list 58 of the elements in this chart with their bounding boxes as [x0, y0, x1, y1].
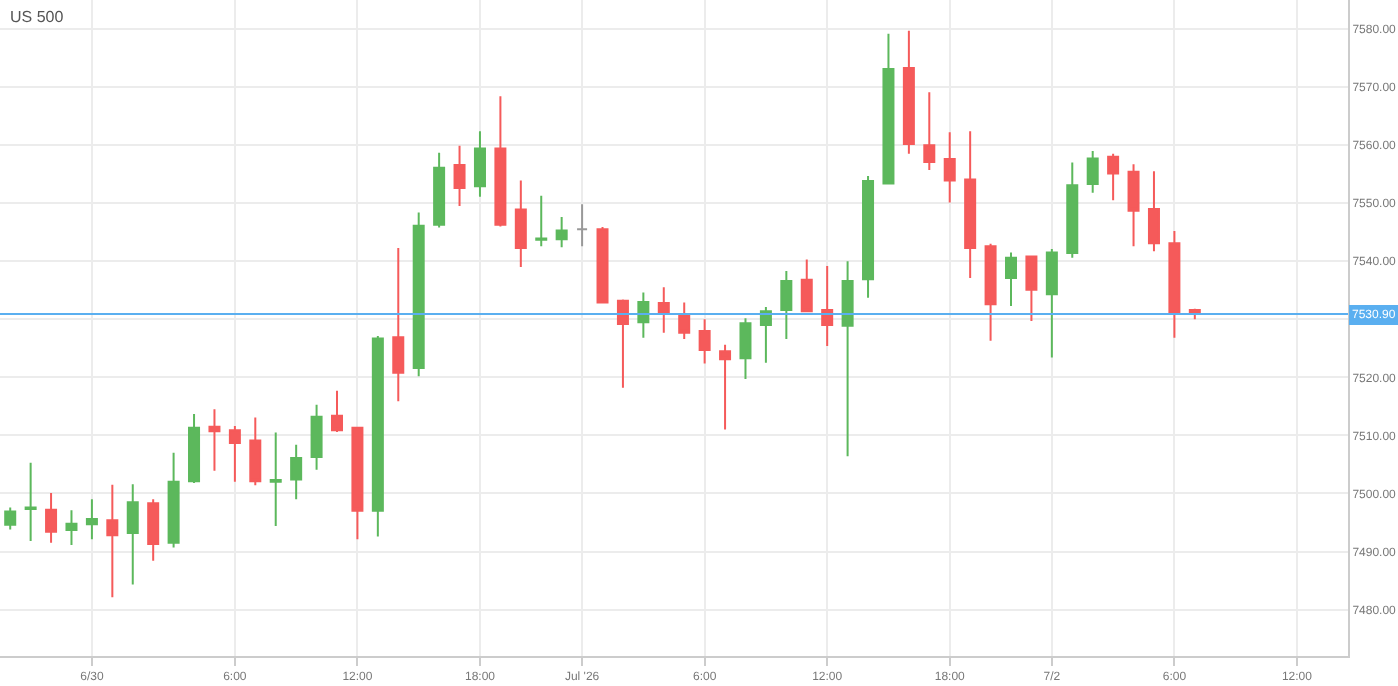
candlestick — [351, 425, 364, 541]
candlestick — [862, 174, 875, 299]
candlestick — [4, 506, 17, 531]
candlestick — [1147, 170, 1160, 253]
candlestick — [984, 242, 997, 342]
candlestick — [902, 29, 915, 155]
candlestick — [800, 258, 813, 314]
candlestick — [126, 483, 139, 586]
candlestick — [1045, 248, 1058, 359]
candlestick — [964, 130, 977, 280]
candlestick — [923, 91, 936, 172]
candlestick — [412, 211, 425, 378]
candlestick — [616, 298, 629, 389]
candlestick — [1107, 152, 1120, 202]
candlestick — [208, 408, 221, 472]
candlestick — [1066, 161, 1079, 259]
candlestick — [188, 412, 201, 484]
candlestick — [514, 179, 527, 269]
candlestick — [576, 203, 589, 248]
candlestick — [45, 491, 58, 544]
candlestick — [535, 194, 548, 248]
text: US 500 — [10, 8, 65, 26]
candlestick — [290, 443, 303, 501]
candlestick — [331, 389, 343, 433]
candlestick — [228, 425, 241, 483]
candlestick — [1127, 163, 1140, 248]
candlestick — [555, 216, 568, 249]
candlestick — [167, 451, 180, 549]
candlestick — [453, 144, 466, 208]
candlestick — [596, 225, 609, 305]
candlestick — [657, 286, 670, 334]
candlestick — [759, 306, 772, 364]
candlestick — [392, 246, 405, 403]
candlestick — [841, 260, 854, 458]
candlestick — [1005, 251, 1017, 307]
candlestick — [780, 270, 793, 341]
candlestick — [310, 403, 323, 471]
candlestick — [85, 498, 98, 541]
candlestick — [494, 95, 507, 228]
candlestick — [473, 130, 486, 198]
candlestick — [1086, 149, 1099, 194]
candlestick — [821, 264, 834, 347]
candlestick — [882, 32, 895, 186]
candlestick — [371, 335, 384, 538]
candlestick — [943, 131, 956, 204]
candlestick — [269, 431, 282, 527]
candlestick — [678, 301, 691, 341]
candlestick — [249, 416, 262, 487]
candlestick — [24, 461, 37, 543]
candlestick — [147, 498, 160, 562]
candlestick — [719, 343, 732, 431]
candlestick — [698, 318, 711, 365]
candlestick — [433, 151, 446, 229]
candlestick — [739, 317, 752, 381]
candlestick — [1168, 230, 1181, 339]
candlestick — [1025, 254, 1038, 323]
candlestick — [65, 509, 78, 547]
candlestick — [106, 483, 119, 599]
